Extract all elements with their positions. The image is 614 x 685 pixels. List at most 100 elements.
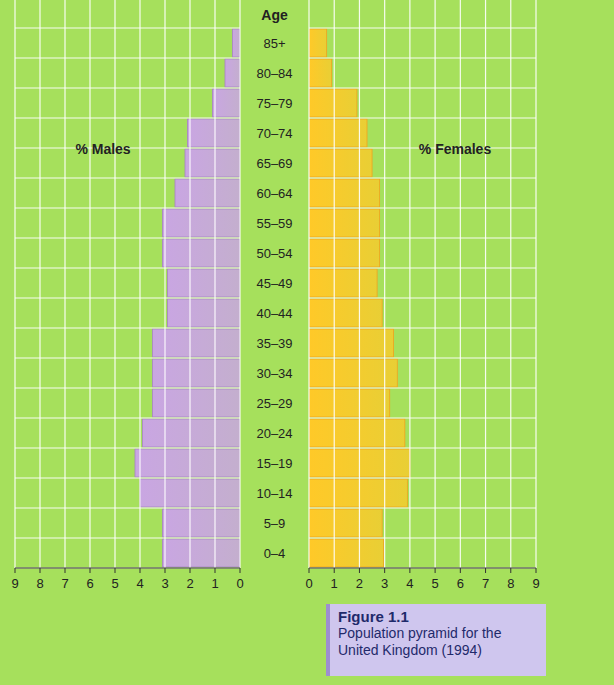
grid-line xyxy=(384,0,385,568)
grid-line xyxy=(485,0,486,568)
tick xyxy=(460,568,461,573)
category-label: 45–49 xyxy=(256,276,292,291)
grid-line xyxy=(239,0,240,568)
tick-label: 3 xyxy=(161,576,168,591)
axis-title: Age xyxy=(261,7,288,23)
grid-line xyxy=(510,0,511,568)
tick xyxy=(435,568,436,573)
bar xyxy=(233,29,241,57)
grid-line xyxy=(409,0,410,568)
grid-line xyxy=(309,417,536,418)
bar xyxy=(135,449,240,477)
grid-line xyxy=(309,477,536,478)
bar xyxy=(309,389,390,417)
bar xyxy=(309,539,383,567)
grid-line xyxy=(15,357,240,358)
category-label: 25–29 xyxy=(256,396,292,411)
bar xyxy=(168,269,241,297)
grid-line xyxy=(460,0,461,568)
grid-line xyxy=(15,537,240,538)
category-label: 55–59 xyxy=(256,216,292,231)
category-label: 15–19 xyxy=(256,456,292,471)
tick-label: 6 xyxy=(457,576,464,591)
bar xyxy=(163,509,241,537)
axis-line xyxy=(309,568,536,569)
grid-line xyxy=(309,87,536,88)
grid-line xyxy=(309,267,536,268)
tick xyxy=(309,568,310,573)
category-label: 10–14 xyxy=(256,486,292,501)
tick-label: 5 xyxy=(111,576,118,591)
caption: Figure 1.1 Population pyramid for the Un… xyxy=(326,604,546,676)
tick-label: 8 xyxy=(36,576,43,591)
title: Figure 1.1 xyxy=(338,608,538,625)
tick-label: 2 xyxy=(186,576,193,591)
grid-line xyxy=(15,417,240,418)
category-label: 30–34 xyxy=(256,366,292,381)
grid-line xyxy=(15,177,240,178)
tick xyxy=(510,568,511,573)
tick xyxy=(240,568,241,573)
grid-line xyxy=(309,387,536,388)
tick xyxy=(359,568,360,573)
tick-label: 9 xyxy=(11,576,18,591)
bar xyxy=(225,59,240,87)
bar xyxy=(168,299,241,327)
tick xyxy=(215,568,216,573)
tick-label: 1 xyxy=(211,576,218,591)
grid-line xyxy=(39,0,40,568)
tick-label: 8 xyxy=(507,576,514,591)
category-label: 40–44 xyxy=(256,306,292,321)
tick-label: 9 xyxy=(532,576,539,591)
grid-line xyxy=(15,87,240,88)
grid-line xyxy=(309,237,536,238)
bar xyxy=(188,119,241,147)
tick xyxy=(165,568,166,573)
grid-line xyxy=(359,0,360,568)
tick-label: 5 xyxy=(431,576,438,591)
grid-line xyxy=(139,0,140,568)
series-label: % Females xyxy=(419,141,492,157)
category-label: 5–9 xyxy=(264,516,286,531)
grid-line xyxy=(309,447,536,448)
grid-line xyxy=(15,327,240,328)
grid-line xyxy=(164,0,165,568)
tick xyxy=(409,568,410,573)
tick-label: 7 xyxy=(61,576,68,591)
subtitle: Population pyramid for the United Kingdo… xyxy=(338,625,538,659)
tick-label: 4 xyxy=(136,576,143,591)
bar xyxy=(143,419,241,447)
bar xyxy=(175,179,240,207)
tick xyxy=(15,568,16,573)
grid-line xyxy=(308,0,309,568)
bar xyxy=(309,299,382,327)
bar xyxy=(185,149,240,177)
tick xyxy=(90,568,91,573)
bar xyxy=(309,119,367,147)
tick xyxy=(115,568,116,573)
tick-label: 6 xyxy=(86,576,93,591)
category-label: 50–54 xyxy=(256,246,292,261)
bar xyxy=(309,419,405,447)
grid-line xyxy=(189,0,190,568)
series-label: % Males xyxy=(75,141,130,157)
tick xyxy=(190,568,191,573)
grid-line xyxy=(15,507,240,508)
grid-line xyxy=(114,0,115,568)
bar xyxy=(309,209,380,237)
grid-line xyxy=(309,537,536,538)
grid-line xyxy=(309,357,536,358)
grid-line xyxy=(309,297,536,298)
bar xyxy=(163,209,241,237)
axis-line xyxy=(15,568,240,569)
tick xyxy=(485,568,486,573)
category-label: 65–69 xyxy=(256,156,292,171)
bar xyxy=(309,29,327,57)
grid-line xyxy=(64,0,65,568)
bar xyxy=(309,89,357,117)
tick-label: 7 xyxy=(482,576,489,591)
category-label: 20–24 xyxy=(256,426,292,441)
category-label: 0–4 xyxy=(264,546,286,561)
grid-line xyxy=(15,57,240,58)
grid-line xyxy=(15,447,240,448)
